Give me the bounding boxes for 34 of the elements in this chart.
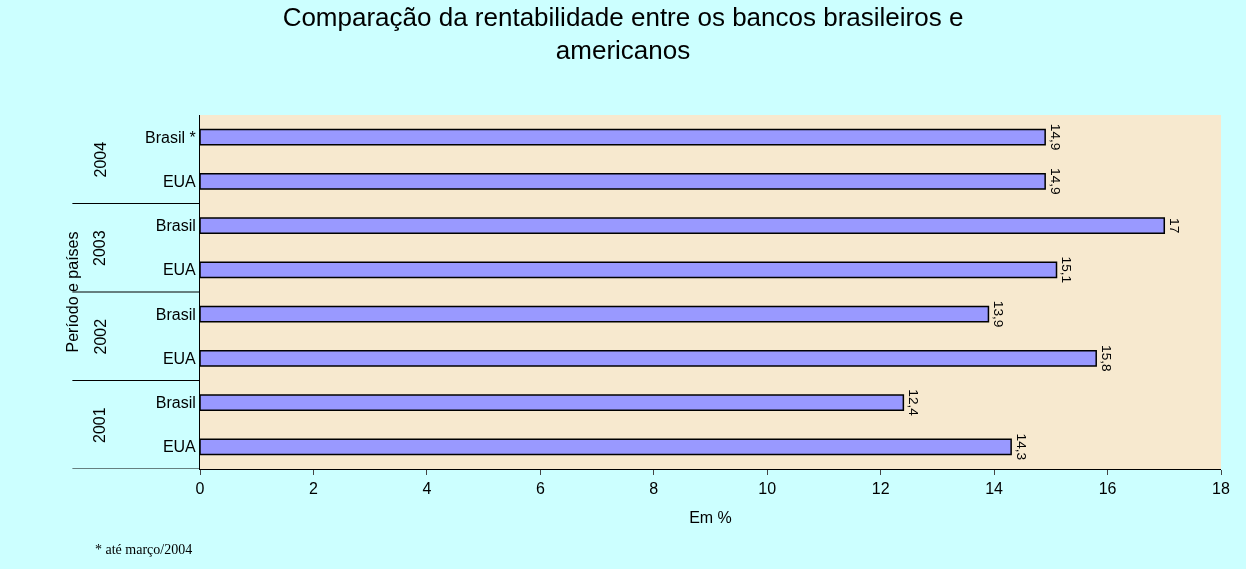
y-tick-label: Brasil [155,305,196,323]
x-tick-label: 6 [535,480,545,498]
text: 2004 [91,141,109,178]
text: 2002 [91,318,109,355]
data-label: 17 [1167,218,1183,234]
text: * até março/2004 [95,542,193,557]
x-tick-label: 0 [195,480,205,498]
text: 2003 [91,230,109,266]
data-label: 15,1 [1059,256,1075,284]
y-tick-label: EUA [162,172,197,190]
data-label: 14,9 [1047,168,1063,195]
x-tick-label: 8 [649,480,659,498]
data-label: 14,9 [1047,123,1063,151]
y-tick-label: Brasil [155,217,196,235]
x-tick-label: 10 [758,480,777,498]
chart-title: Comparação da rentabilidade entre os bancos brasileiros e americanos [282,1,964,66]
data-label: 13,9 [991,300,1007,328]
text: 2001 [91,407,109,443]
x-tick-label: 12 [871,480,890,498]
x-tick-label: 2 [308,480,318,498]
x-tick-label: 16 [1098,480,1117,498]
y-tick-label: Brasil [155,394,196,412]
x-axis-title: Em % [689,508,732,526]
data-label: 14,3 [1013,433,1029,461]
y-tick-label: EUA [162,438,197,456]
x-tick-label: 14 [985,480,1004,498]
y-axis-title: Período e países [64,231,82,353]
data-label: 15,8 [1098,345,1114,372]
data-label: 12,4 [906,389,922,417]
x-tick-label: 4 [422,480,432,498]
y-tick-label: EUA [162,261,197,279]
x-tick-label: 18 [1212,480,1230,498]
y-tick-label: EUA [162,349,197,367]
y-tick-label: Brasil * [145,128,196,146]
